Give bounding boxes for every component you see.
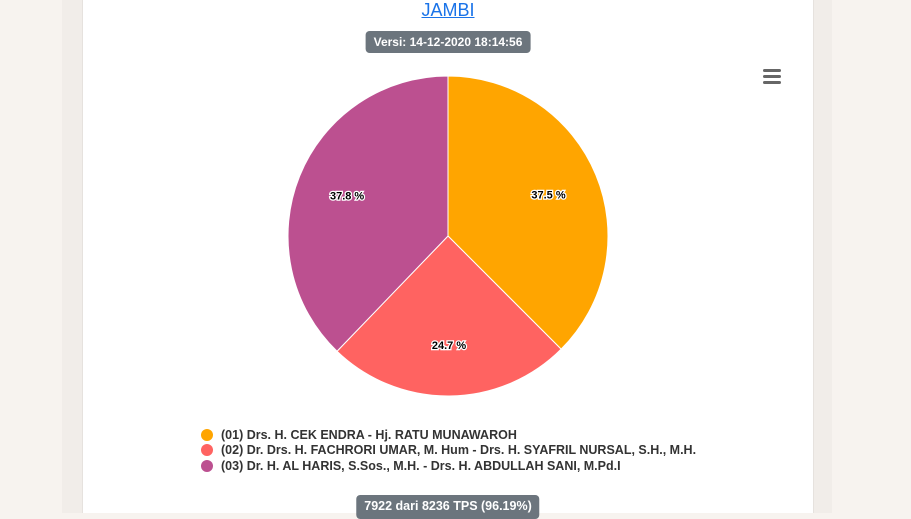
chart-legend: (01) Drs. H. CEK ENDRA - Hj. RATU MUNAWA… <box>201 427 696 474</box>
legend-marker-icon <box>201 444 213 457</box>
version-badge: Versi: 14-12-2020 18:14:56 <box>365 31 531 53</box>
legend-label: (02) Dr. Drs. H. FACHRORI UMAR, M. Hum -… <box>221 443 697 458</box>
tps-count-badge: 7922 dari 8236 TPS (96.19%) <box>356 495 540 519</box>
legend-label: (03) Dr. H. AL HARIS, S.Sos., M.H. - Drs… <box>221 458 621 473</box>
legend-marker-icon <box>201 428 213 441</box>
slice-label-3: 37.8 % <box>330 190 364 202</box>
slice-label-2: 24.7 % <box>432 340 466 352</box>
legend-item-3[interactable]: (03) Dr. H. AL HARIS, S.Sos., M.H. - Drs… <box>201 458 696 474</box>
pie-slice-2[interactable] <box>336 235 562 397</box>
legend-item-1[interactable]: (01) Drs. H. CEK ENDRA - Hj. RATU MUNAWA… <box>201 427 696 443</box>
hamburger-menu-icon[interactable] <box>763 69 781 85</box>
region-title-link[interactable]: JAMBI <box>421 0 475 20</box>
legend-label: (01) Drs. H. CEK ENDRA - Hj. RATU MUNAWA… <box>221 427 517 442</box>
pie-slice-1[interactable] <box>447 75 609 350</box>
slice-label-1: 37.5 % <box>531 189 565 201</box>
pie-slice-3[interactable] <box>287 75 449 352</box>
pie-chart: 37.5 % 24.7 % 37.8 % <box>287 75 609 397</box>
legend-marker-icon <box>201 459 213 472</box>
legend-item-2[interactable]: (02) Dr. Drs. H. FACHRORI UMAR, M. Hum -… <box>201 443 696 459</box>
chart-card: JAMBI Versi: 14-12-2020 18:14:56 37.5 % 2… <box>82 0 814 519</box>
